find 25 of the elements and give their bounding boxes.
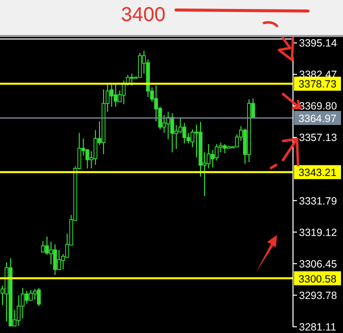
candlestick <box>28 289 33 301</box>
ref-line-label: 3378.73 <box>298 78 337 91</box>
ref-line-label: 3300.58 <box>298 273 337 286</box>
candlestick <box>36 287 41 307</box>
y-tick-label: 3293.78 <box>299 290 338 302</box>
candlestick <box>20 287 25 319</box>
y-tick-label: 3331.79 <box>299 195 338 208</box>
candlestick <box>24 290 29 304</box>
candlestick <box>53 244 57 276</box>
y-tick-label: 3357.13 <box>299 132 338 144</box>
ref-line-label: 3364.97 <box>298 112 337 125</box>
text: 3400 <box>121 4 166 27</box>
candlestick <box>110 82 114 108</box>
candlestick <box>214 144 219 161</box>
candlestick <box>182 122 186 144</box>
candlestick <box>57 249 61 271</box>
candlestick <box>32 288 37 300</box>
y-tick-label: 3319.12 <box>299 226 338 239</box>
candlestick <box>138 52 142 78</box>
candlestick <box>41 240 45 253</box>
ref-line-label: 3343.21 <box>298 167 337 180</box>
y-tick-label: 3281.11 <box>299 321 336 333</box>
candlestick <box>114 83 118 108</box>
y-tick-label: 3306.45 <box>299 258 338 270</box>
y-tick-label: 3395.14 <box>299 38 338 50</box>
